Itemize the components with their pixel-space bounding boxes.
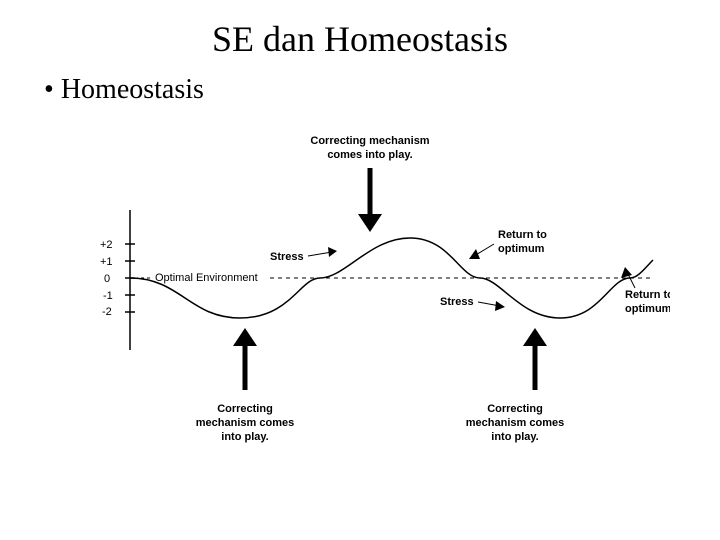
bottom-left-arrow-up (233, 328, 257, 390)
stress-arrowhead-bottom (495, 301, 505, 311)
bottom-right-label-3: into play. (491, 431, 538, 443)
bottom-left-label-1: Correcting (217, 403, 273, 415)
stress-arrow-top (308, 252, 332, 256)
top-arrow-down (358, 168, 382, 232)
ytick-label-3: -1 (103, 290, 113, 302)
homeostasis-diagram: +2 +1 0 -1 -2 Optimal Environment Correc… (70, 120, 670, 490)
bottom-right-label-2: mechanism comes (466, 417, 564, 429)
stress-label-bottom: Stress (440, 296, 474, 308)
ytick-label-2: 0 (104, 273, 110, 285)
ytick-label-0: +2 (100, 239, 113, 251)
ytick-label-1: +1 (100, 256, 113, 268)
bottom-left-label-3: into play. (221, 431, 268, 443)
top-correcting-label-1: Correcting mechanism (310, 135, 429, 147)
bottom-left-label-2: mechanism comes (196, 417, 294, 429)
bottom-right-arrow-up (523, 328, 547, 390)
return-arrowhead-top (469, 249, 480, 259)
stress-label-top: Stress (270, 251, 304, 263)
diagram-svg: +2 +1 0 -1 -2 Optimal Environment Correc… (70, 120, 670, 490)
top-correcting-label-2: comes into play. (327, 149, 412, 161)
stress-arrowhead-top (328, 247, 337, 257)
return-arrowhead-bottom (621, 267, 632, 278)
bullet-item: Homeostasis (44, 74, 204, 106)
page-title: SE dan Homeostasis (0, 18, 720, 60)
ytick-label-4: -2 (102, 306, 112, 318)
return-label-top-2: optimum (498, 243, 545, 255)
optimal-environment-label: Optimal Environment (155, 272, 258, 284)
return-label-bottom-1: Return to (625, 289, 670, 301)
return-label-top-1: Return to (498, 229, 547, 241)
bottom-right-label-1: Correcting (487, 403, 543, 415)
return-label-bottom-2: optimum (625, 303, 670, 315)
